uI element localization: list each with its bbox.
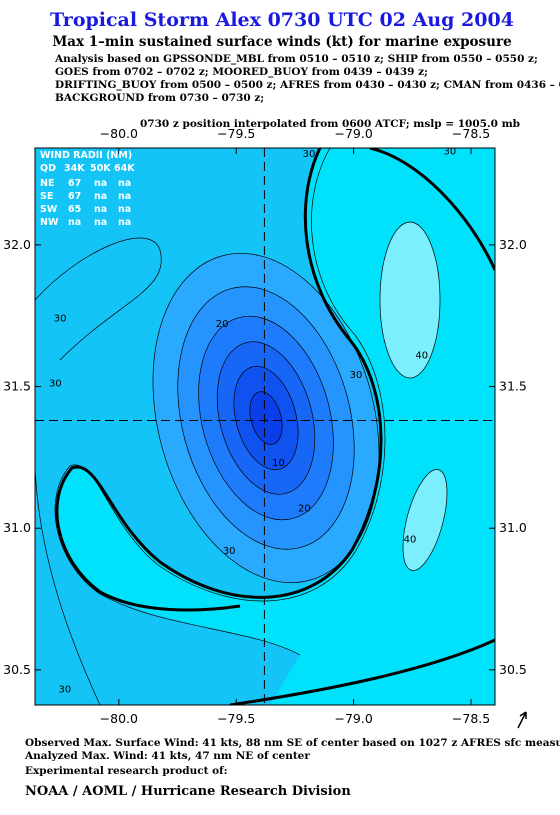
x-tick-label: −79.0 [334,711,372,726]
wind-radii-cell: 65 [68,204,81,215]
wind-radii-header: 50K [90,163,111,174]
north-arrow [517,711,527,729]
wind-radii-cell: NE [40,178,54,189]
analysis-line: GOES from 0702 – 0702 z; MOORED_BUOY fro… [55,66,428,79]
contour-label: 30 [54,314,67,325]
wind-radii-title: WIND RADII (NM) [40,150,132,161]
y-tick-label: 31.5 [499,379,527,394]
contour-label: 30 [49,379,62,390]
footer-line: Analyzed Max. Wind: 41 kts, 47 nm NE of … [24,750,310,762]
y-tick-label: 30.5 [499,662,527,677]
wind-radii-cell: na [118,204,131,215]
wind-radii-header: 64K [114,163,135,174]
position-note: 0730 z position interpolated from 0600 A… [140,118,520,130]
contour-label: 40 [415,350,428,361]
footer-line: Experimental research product of: [25,765,228,777]
y-tick-label: 32.0 [499,237,527,252]
gale-contour [229,148,495,705]
wind-radii-cell: na [118,217,131,228]
contour-label: 40 [404,535,417,546]
wind-radii-header: 34K [64,163,85,174]
contour-line [35,237,162,705]
analysis-line: DRIFTING_BUOY from 0500 – 0500 z; AFRES … [55,79,560,92]
contour-region [403,469,447,571]
wind-radii-header: QD [40,163,56,174]
y-tick-label: 30.5 [3,662,31,677]
footer-line: Observed Max. Surface Wind: 41 kts, 88 n… [25,737,560,749]
storm-core [152,252,380,584]
contour-label: 20 [298,503,311,514]
x-tick-label: −79.5 [217,126,255,141]
y-tick-label: 31.5 [3,379,31,394]
wind-radii-cell: NW [40,217,59,228]
contour-region [380,222,440,378]
y-tick-label: 31.0 [499,520,527,535]
plot-frame [34,147,496,706]
wind-radii-cell: na [94,191,107,202]
contour-label: 30 [223,546,236,557]
contour-label: 30 [58,685,71,696]
wind-radii-cell: SE [40,191,53,202]
gale-contour [55,148,383,612]
contour-line [379,221,441,379]
x-tick-label: −79.0 [334,126,372,141]
subtitle: Max 1–min sustained surface winds (kt) f… [52,34,511,50]
x-tick-label: −78.5 [452,711,490,726]
wind-radii-cell: na [94,178,107,189]
x-tick-label: −79.5 [217,711,255,726]
analysis-line: BACKGROUND from 0730 – 0730 z; [55,92,264,104]
axes: −80.0 −80.0 −79.5 −79.5 −79.0 −79.0 −78.5 −78.5… [3,126,527,726]
contour-labels: 30 30 30 20 30 40 30 10 20 40 30 30 [49,146,457,696]
wind-radii-cell: SW [40,204,58,215]
wind-radii-cell: na [94,204,107,215]
wind-radii-cell: 67 [68,191,81,202]
wind-radii-cell: na [68,217,81,228]
contour-line [402,469,448,571]
contour-label: 30 [444,146,457,157]
organization: NOAA / AOML / Hurricane Research Divisio… [25,784,351,799]
wind-radii-cell: 67 [68,178,81,189]
analysis-line: Analysis based on GPSSONDE_MBL from 0510… [54,53,538,66]
contour-line [249,391,283,445]
contour-label: 20 [216,319,229,330]
x-tick-label: −80.0 [100,126,138,141]
title: Tropical Storm Alex 0730 UTC 02 Aug 2004 [50,9,514,31]
contour-label: 30 [350,370,363,381]
wind-radii-cell: na [118,191,131,202]
contour-label: 10 [272,458,285,469]
wind-radii-cell: na [94,217,107,228]
y-tick-label: 31.0 [3,520,31,535]
wind-radii-cell: na [118,178,131,189]
plot-area: 30 30 30 20 30 40 30 10 20 40 30 30 [35,146,495,705]
contour-label: 30 [303,149,316,160]
x-tick-label: −78.5 [452,126,490,141]
contour-line [54,148,386,656]
x-tick-label: −80.0 [100,711,138,726]
y-tick-label: 32.0 [3,237,31,252]
